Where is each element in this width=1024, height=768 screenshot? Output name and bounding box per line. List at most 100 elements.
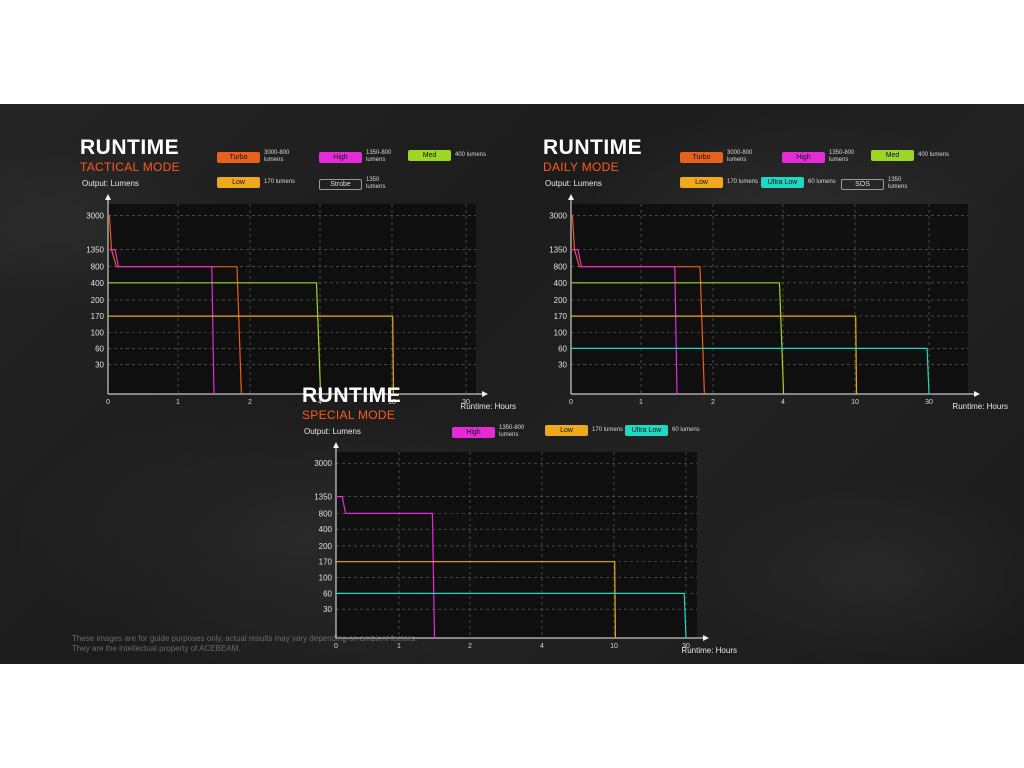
chart-subtitle: TACTICAL MODE [80, 160, 180, 174]
legend-desc: 3000-800 lumens [727, 150, 753, 163]
legend-swatch: Turbo [680, 151, 723, 163]
legend-swatch: Strobe [319, 178, 362, 190]
x-axis-arrow [482, 391, 488, 397]
legend-item-high: High 1350-800 lumens [452, 425, 533, 439]
y-tick-label: 1350 [314, 493, 332, 502]
y-tick-label: 170 [554, 312, 568, 321]
series-line-med [108, 282, 322, 395]
series-line-turbo [571, 214, 705, 395]
x-axis-arrow [974, 391, 980, 397]
legend-item-sos: SOS 1350 lumens [841, 177, 922, 191]
chart-title: RUNTIME [80, 136, 180, 159]
legend-desc: 60 lumens [672, 427, 700, 433]
y-tick-label: 30 [323, 605, 332, 614]
series-line-high [571, 248, 678, 395]
y-tick-label: 400 [554, 279, 568, 288]
x-tick-label: 4 [540, 643, 544, 650]
legend-desc: 400 lumens [455, 152, 487, 158]
chart-panel-tactical: RUNTIME TACTICAL MODE Output: Lumens Tur… [80, 136, 516, 436]
legend-swatch: High [319, 151, 362, 163]
legend-item-med: Med 400 lumens [408, 150, 489, 161]
y-axis-label: Output: Lumens [304, 427, 361, 436]
series-line-low [336, 561, 616, 639]
legend-item-ultra-low: Ultra Low 60 lumens [761, 177, 842, 188]
chart-title: RUNTIME [302, 384, 402, 407]
plot-area [571, 204, 968, 394]
series-line-med [571, 282, 785, 395]
legend-swatch: Low [545, 425, 588, 436]
y-tick-label: 170 [319, 558, 333, 567]
y-axis-arrow [333, 442, 339, 448]
legend-swatch: Turbo [217, 151, 260, 163]
x-axis-arrow [703, 635, 709, 641]
y-tick-label: 800 [91, 263, 105, 272]
legend-swatch: Ultra Low [761, 177, 804, 188]
chart-subtitle: SPECIAL MODE [302, 408, 396, 422]
chart-panel-special: RUNTIME SPECIAL MODE Output: Lumens High… [302, 384, 737, 655]
legend-swatch: Med [871, 150, 914, 161]
y-tick-label: 200 [91, 296, 105, 305]
chart-title: RUNTIME [543, 136, 643, 159]
legend-desc: 400 lumens [918, 152, 950, 158]
x-axis-label: Runtime: Hours [460, 402, 516, 411]
y-tick-label: 100 [554, 328, 568, 337]
x-tick-label: 1 [639, 399, 643, 406]
x-tick-label: 1 [176, 399, 180, 406]
y-axis-arrow [568, 194, 574, 200]
y-axis-label: Output: Lumens [545, 179, 602, 188]
legend-desc: 1350 lumens [888, 177, 908, 190]
y-tick-label: 400 [91, 279, 105, 288]
series-line-low [108, 315, 395, 395]
legend-desc: 1350-800 lumens [829, 150, 855, 163]
legend-item-high: High 1350-800 lumens [319, 150, 400, 164]
y-axis-arrow [105, 194, 111, 200]
y-tick-label: 30 [558, 361, 567, 370]
x-tick-label: 2 [248, 399, 252, 406]
legend-item-high: High 1350-800 lumens [782, 150, 863, 164]
legend-swatch: High [782, 151, 825, 163]
y-tick-label: 3000 [86, 211, 104, 220]
y-tick-label: 800 [554, 263, 568, 272]
series-line-turbo [108, 214, 242, 395]
x-tick-label: 10 [851, 399, 859, 406]
x-tick-label: 2 [468, 643, 472, 650]
y-tick-label: 200 [554, 296, 568, 305]
plot-area [108, 204, 476, 394]
y-tick-label: 1350 [86, 246, 104, 255]
legend-item-ultra-low: Ultra Low 60 lumens [625, 425, 706, 436]
x-tick-label: 0 [569, 399, 573, 406]
legend-item-strobe: Strobe 1350 lumens [319, 177, 400, 191]
chart-subtitle: DAILY MODE [543, 160, 619, 174]
legend-desc: 170 lumens [727, 179, 759, 185]
y-tick-label: 60 [558, 344, 567, 353]
x-tick-label: 30 [682, 643, 690, 650]
legend-desc: 60 lumens [808, 179, 836, 185]
legend-desc: 3000-800 lumens [264, 150, 290, 163]
series-line-low [571, 315, 858, 395]
y-tick-label: 1350 [549, 246, 567, 255]
runtime-infographic: RUNTIME TACTICAL MODE Output: Lumens Tur… [0, 104, 1024, 664]
legend-desc: 1350-800 lumens [366, 150, 392, 163]
x-tick-label: 10 [388, 399, 396, 406]
y-tick-label: 3000 [314, 459, 332, 468]
legend-desc: 1350-800 lumens [499, 425, 525, 438]
x-tick-label: 0 [106, 399, 110, 406]
legend-swatch: Low [680, 177, 723, 188]
legend-swatch: Low [217, 177, 260, 188]
legend-desc: 1350 lumens [366, 177, 386, 190]
series-line-ultra-low [336, 592, 687, 639]
x-tick-label: 1 [397, 643, 401, 650]
legend-swatch: Ultra Low [625, 425, 668, 436]
legend-item-low: Low 170 lumens [217, 177, 298, 188]
y-axis-label: Output: Lumens [82, 179, 139, 188]
runtime-plot-daily: 3000 1350 800 400 200 170 100 60 30 0 1 2 4 10 30 Runti… [549, 194, 1008, 411]
x-tick-label: 30 [925, 399, 933, 406]
y-tick-label: 30 [95, 361, 104, 370]
y-tick-label: 3000 [549, 211, 567, 220]
legend-desc: 170 lumens [264, 179, 296, 185]
y-tick-label: 400 [319, 525, 333, 534]
disclaimer-text: These images are for guide purposes only… [72, 634, 417, 653]
x-axis-label: Runtime: Hours [681, 646, 737, 655]
